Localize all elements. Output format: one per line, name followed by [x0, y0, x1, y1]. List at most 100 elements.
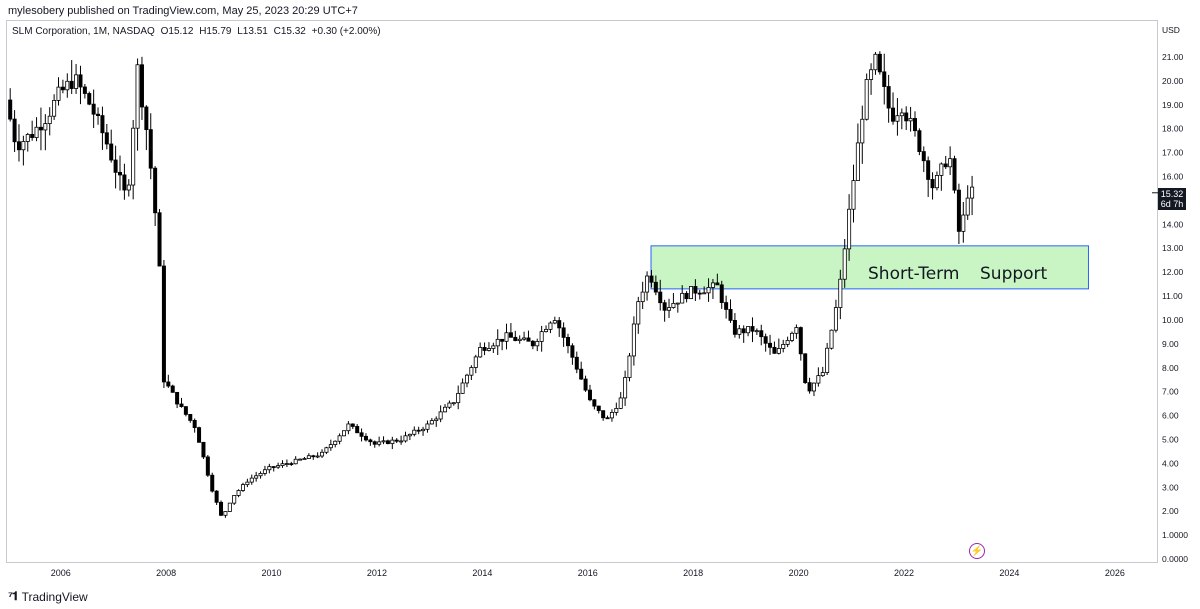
candle-body: [908, 118, 913, 122]
candle-body: [891, 107, 896, 122]
candle-body: [653, 281, 658, 293]
candle-body: [122, 174, 127, 191]
candle-body: [443, 406, 448, 413]
candle-body: [605, 417, 610, 420]
candle-body: [785, 340, 790, 345]
candle-body: [8, 99, 13, 120]
y-tick-label: 12.00: [1162, 267, 1184, 277]
candle-body: [65, 80, 70, 91]
candle-body: [803, 353, 808, 383]
x-tick-label: 2014: [472, 568, 492, 578]
candle-body: [539, 331, 544, 342]
candle-body: [363, 435, 368, 441]
candle-body: [970, 186, 975, 199]
candle-body: [289, 463, 294, 465]
candle-body: [882, 71, 887, 87]
candle-body: [535, 341, 540, 347]
candle-body: [596, 405, 601, 412]
candle-body: [236, 490, 241, 496]
candle-body: [807, 382, 812, 392]
candle-body: [838, 278, 843, 308]
lightning-icon[interactable]: ⚡: [969, 543, 985, 559]
candle-body: [311, 455, 316, 458]
candle-body: [118, 171, 123, 176]
candle-body: [939, 163, 944, 176]
candle-body: [276, 465, 281, 468]
candle-body: [869, 69, 874, 80]
y-tick-label: 11.00: [1162, 291, 1183, 301]
ohlc-change: +0.30 (+2.00%): [311, 26, 381, 37]
chart-frame[interactable]: [6, 20, 1158, 563]
candle-body: [368, 439, 373, 443]
candle-body: [732, 319, 737, 335]
candle-body: [746, 326, 751, 334]
candle-body: [324, 447, 329, 453]
ohlc-high: H15.79: [199, 26, 232, 37]
candle-body: [904, 112, 909, 122]
candle-body: [917, 130, 922, 152]
candles: [8, 51, 975, 518]
y-tick-label: 20.00: [1162, 76, 1184, 86]
candle-body: [161, 265, 166, 383]
candle-body: [271, 466, 276, 468]
candle-body: [249, 477, 254, 483]
candle-body: [183, 406, 188, 415]
candle-body: [74, 74, 79, 89]
candle-body: [517, 338, 522, 341]
candle-body: [131, 127, 136, 186]
candle-body: [561, 327, 566, 338]
candle-body: [214, 490, 219, 503]
y-tick-label: 3.00: [1162, 482, 1179, 492]
candle-body: [570, 345, 575, 358]
candle-body: [298, 458, 303, 461]
candle-body: [811, 382, 816, 392]
candle-body: [513, 336, 518, 341]
footer: ⁷𝟏 TradingView: [8, 589, 88, 604]
candle-body: [930, 179, 935, 189]
candle-body: [776, 348, 781, 354]
y-tick-label: 2.00: [1162, 506, 1179, 516]
candle-body: [346, 423, 351, 432]
candle-body: [60, 86, 65, 91]
candle-body: [355, 426, 360, 434]
support-zone-label-right: Support: [980, 264, 1048, 284]
candle-body: [495, 338, 500, 347]
ohlc-low: L13.51: [237, 26, 268, 37]
candle-body: [135, 64, 140, 129]
candle-body: [284, 463, 289, 465]
candle-body: [478, 347, 483, 358]
candle-body: [842, 248, 847, 280]
candle-body: [425, 423, 430, 430]
y-tick-label: 5.00: [1162, 434, 1179, 444]
candle-body: [188, 414, 193, 421]
candle-body: [737, 328, 742, 335]
y-tick-label: 19.00: [1162, 100, 1184, 110]
candle-body: [350, 423, 355, 427]
candle-body: [816, 375, 821, 384]
candle-body: [574, 356, 579, 370]
candle-body: [662, 302, 667, 311]
candle-body: [205, 456, 210, 476]
candle-body: [293, 458, 298, 465]
candle-body: [948, 158, 953, 168]
candle-body: [702, 292, 707, 295]
candle-body: [280, 463, 285, 466]
candle-body: [877, 53, 882, 73]
candle-body: [557, 320, 562, 329]
candle-body: [500, 338, 505, 342]
candle-body: [78, 74, 83, 88]
candle-body: [618, 397, 623, 409]
candle-body: [87, 93, 92, 105]
candle-body: [508, 332, 513, 338]
candle-body: [421, 428, 426, 432]
ohlc-open: O15.12: [160, 26, 194, 37]
candle-body: [706, 287, 711, 294]
candle-body: [934, 175, 939, 189]
candle-body: [482, 347, 487, 351]
y-tick-label: 21.00: [1162, 52, 1184, 62]
support-zone-label-left: Short-Term: [868, 264, 959, 284]
candle-body: [754, 330, 759, 333]
candle-body: [359, 432, 364, 437]
candle-body: [772, 346, 777, 354]
